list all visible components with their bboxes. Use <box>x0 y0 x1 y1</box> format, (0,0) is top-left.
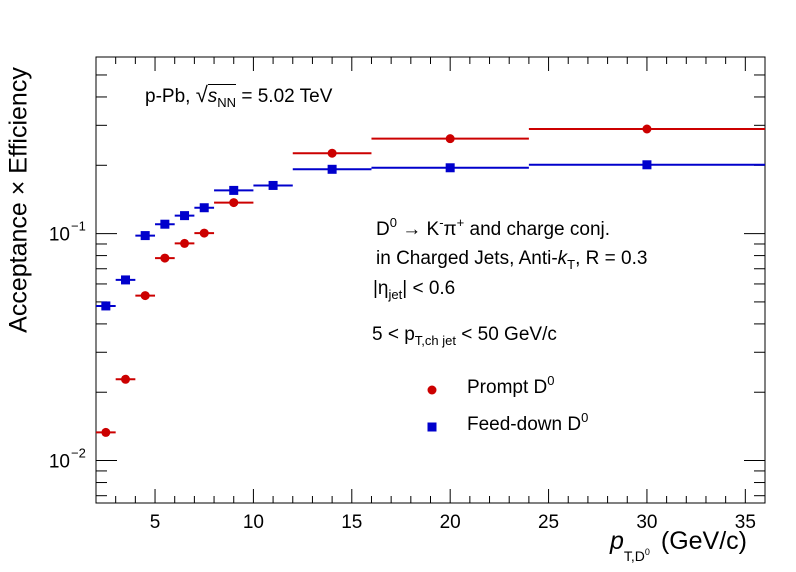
series-feeddown <box>96 160 765 311</box>
legend-label-feeddown-sup: 0 <box>581 410 589 425</box>
system-text: p-Pb, <box>145 86 191 107</box>
y-axis-title: Acceptance × Efficiency <box>5 67 34 333</box>
decay-k-sup: - <box>439 215 444 230</box>
legend-label-feeddown: Feed-down D0 <box>467 410 588 436</box>
data-point-square <box>229 185 239 195</box>
jets-prefix: in Charged Jets, Anti- <box>376 248 558 269</box>
x-tick-label: 10 <box>243 512 264 533</box>
legend-label-prompt-sup: 0 <box>547 373 555 388</box>
sqrt-s-sub: NN <box>217 95 237 110</box>
pt-annotation: 5 < pT,ch jet < 50 GeV/c <box>372 324 557 348</box>
data-point-square <box>180 211 190 221</box>
eta-close: | < 0.6 <box>402 278 456 299</box>
sqrt-symbol: √ <box>195 82 208 107</box>
legend-marker-prompt <box>427 385 437 395</box>
decay-pi: π <box>443 219 457 240</box>
data-point-circle <box>642 124 652 134</box>
data-point-square <box>121 275 131 285</box>
data-point-circle <box>140 291 150 301</box>
pt-sub: T,ch jet <box>414 333 456 348</box>
pt-suffix: < 50 GeV/c <box>461 324 557 345</box>
data-point-circle <box>445 134 455 144</box>
data-point-circle <box>101 427 111 437</box>
x-tick-label: 35 <box>735 512 756 533</box>
system-annotation: p-Pb, √sNN = 5.02 TeV <box>145 82 333 110</box>
y-tick-label: 10 <box>49 452 70 473</box>
y-tick-label: 10 <box>49 225 70 246</box>
data-point-circle <box>327 148 337 158</box>
decay-arrow-k: → K <box>402 219 440 240</box>
legend-label-prompt-text: Prompt D <box>467 377 548 398</box>
sqrt-overline: sNN <box>207 84 237 110</box>
y-axis-title-text: Acceptance × Efficiency <box>4 67 33 333</box>
x-tick-label: 15 <box>341 512 362 533</box>
data-point-circle <box>180 238 190 248</box>
eta-annotation: |ηjet| < 0.6 <box>373 278 456 302</box>
x-tick-label: 5 <box>150 512 161 533</box>
legend-label-prompt: Prompt D0 <box>467 373 554 399</box>
jets-k: k <box>557 248 568 269</box>
decay-rest: and charge conj. <box>469 219 611 240</box>
x-tick-label: 20 <box>440 512 461 533</box>
x-axis-title-subsup: 0 <box>644 547 650 557</box>
data-point-circle <box>229 198 239 208</box>
x-axis-title-unit: (GeV/c) <box>660 527 747 555</box>
y-tick-label-exponent: −1 <box>71 219 86 234</box>
data-point-circle <box>121 374 131 384</box>
y-tick-label-exponent: −2 <box>71 446 86 461</box>
data-point-square <box>268 180 278 190</box>
eta-sub: jet <box>388 287 403 302</box>
x-axis-title-sub: T,D0 <box>623 547 650 564</box>
decay-pi-sup: + <box>456 215 465 230</box>
x-axis-title-sub-text: T,D <box>623 548 645 564</box>
legend-label-feeddown-text: Feed-down D <box>467 414 582 435</box>
x-tick-label: 30 <box>636 512 657 533</box>
decay-d: D <box>376 219 390 240</box>
data-point-square <box>160 219 170 229</box>
data-point-square <box>327 164 337 174</box>
decay-annotation: D0 → K-π+ and charge conj. <box>376 215 611 241</box>
data-point-square <box>445 163 455 173</box>
data-point-circle <box>160 253 170 263</box>
x-tick-label: 25 <box>538 512 559 533</box>
eta-open: |η <box>373 278 389 299</box>
data-series <box>96 124 765 437</box>
data-point-circle <box>199 228 209 238</box>
series-prompt <box>96 124 765 437</box>
jets-r: , R = 0.3 <box>575 248 648 269</box>
energy-text: = 5.02 TeV <box>241 86 333 107</box>
pt-prefix: 5 < p <box>372 324 415 345</box>
x-axis-title: pT,D0 (GeV/c) <box>610 527 747 564</box>
x-axis-title-p: p <box>610 527 624 555</box>
decay-d-sup: 0 <box>389 215 397 230</box>
data-point-square <box>642 160 652 170</box>
sqrt-s-text: s <box>207 86 218 107</box>
data-point-square <box>101 301 111 311</box>
data-point-square <box>199 203 209 213</box>
data-point-square <box>140 231 150 241</box>
jets-annotation: in Charged Jets, Anti-kT, R = 0.3 <box>376 248 648 272</box>
jets-k-sub: T <box>567 257 576 272</box>
legend <box>427 385 437 432</box>
legend-marker-feeddown <box>427 422 437 432</box>
